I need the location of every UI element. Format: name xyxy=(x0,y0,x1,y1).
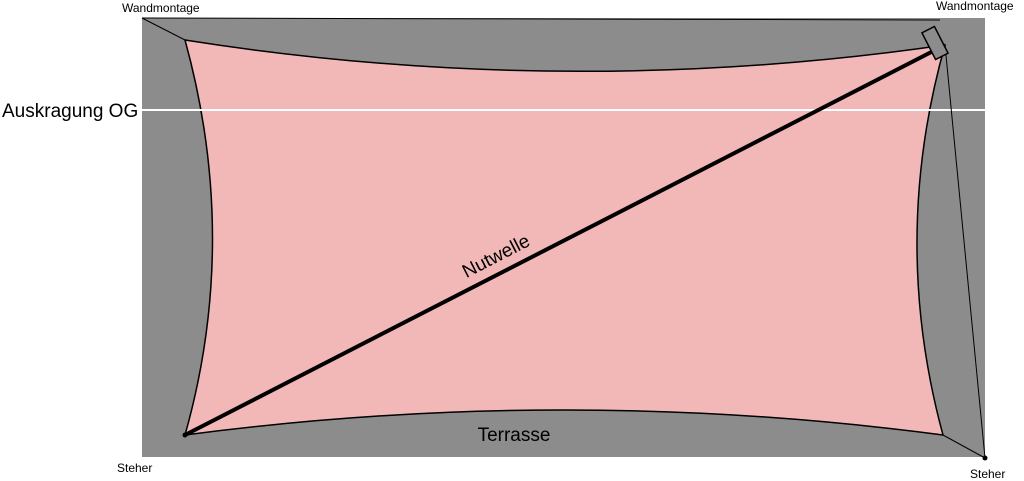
rope xyxy=(944,44,986,459)
rope xyxy=(942,434,986,459)
diagonal-bar xyxy=(184,43,946,437)
label: Steher xyxy=(970,467,1005,481)
bracket xyxy=(920,25,950,61)
post xyxy=(182,432,188,438)
label: Wandmontage xyxy=(936,0,1014,13)
label: Auskragung OG xyxy=(2,101,138,122)
label: Steher xyxy=(117,461,152,475)
rope xyxy=(141,17,186,41)
label: Wandmontage xyxy=(122,1,200,15)
post xyxy=(982,455,988,461)
label: Terrasse xyxy=(478,425,551,446)
wall-edge xyxy=(141,17,941,21)
